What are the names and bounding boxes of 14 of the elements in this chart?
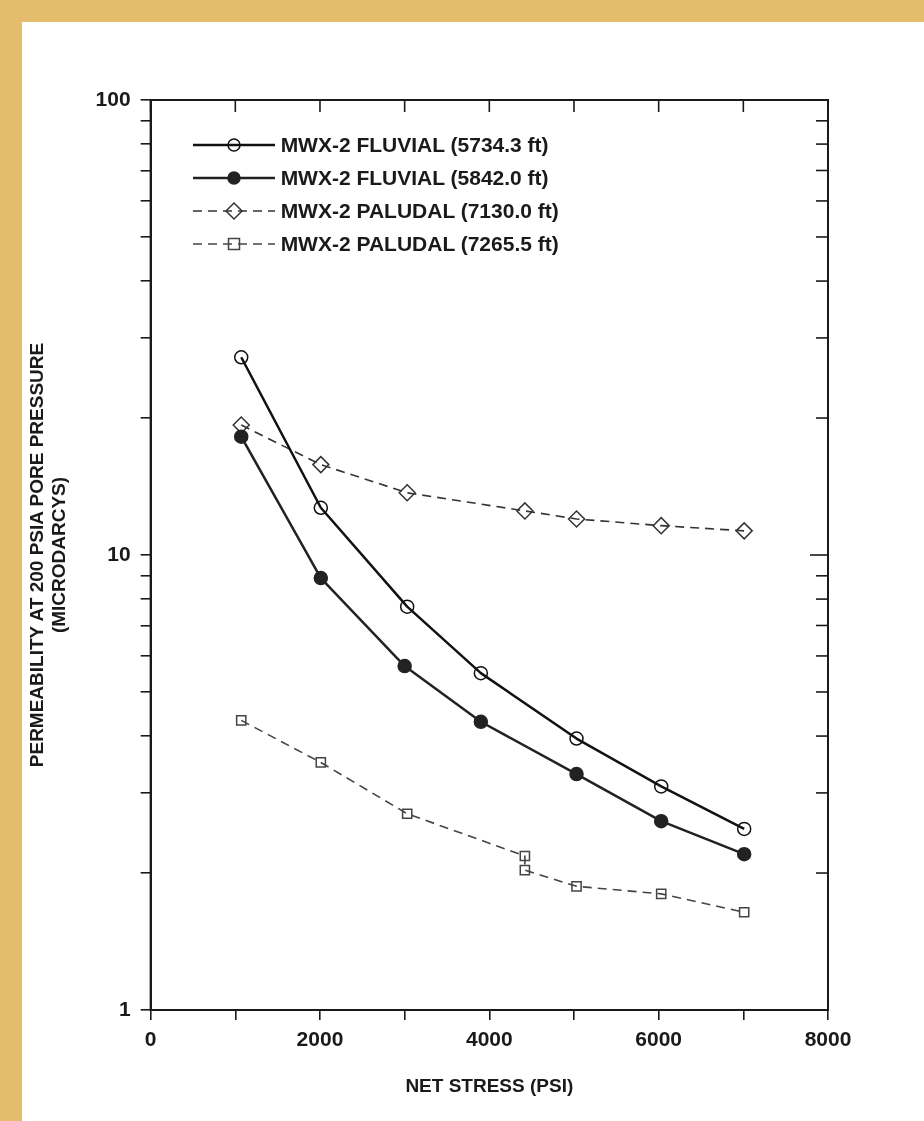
x-tick-label: 6000 [635, 1027, 683, 1051]
legend-label: MWX-2 PALUDAL (7265.5 ft) [280, 231, 559, 256]
y-tick-label: 100 [95, 86, 131, 110]
legend-label: MWX-2 FLUVIAL (5842.0 ft) [280, 165, 549, 190]
x-tick-label: 0 [144, 1027, 157, 1051]
x-axis-title: NET STRESS (PSI) [405, 1074, 574, 1096]
y-tick-label: 1 [118, 996, 131, 1020]
x-tick-label: 4000 [465, 1027, 513, 1051]
x-tick-label: 8000 [804, 1027, 852, 1051]
legend-label: MWX-2 PALUDAL (7130.0 ft) [280, 198, 559, 223]
y-axis-title: PERMEABILITY AT 200 PSIA PORE PRESSURE (MICRODARCYS) [25, 342, 70, 768]
x-tick-label: 2000 [296, 1027, 344, 1051]
y-tick-label: 10 [107, 541, 131, 565]
legend-label: MWX-2 FLUVIAL (5734.3 ft) [280, 132, 549, 157]
